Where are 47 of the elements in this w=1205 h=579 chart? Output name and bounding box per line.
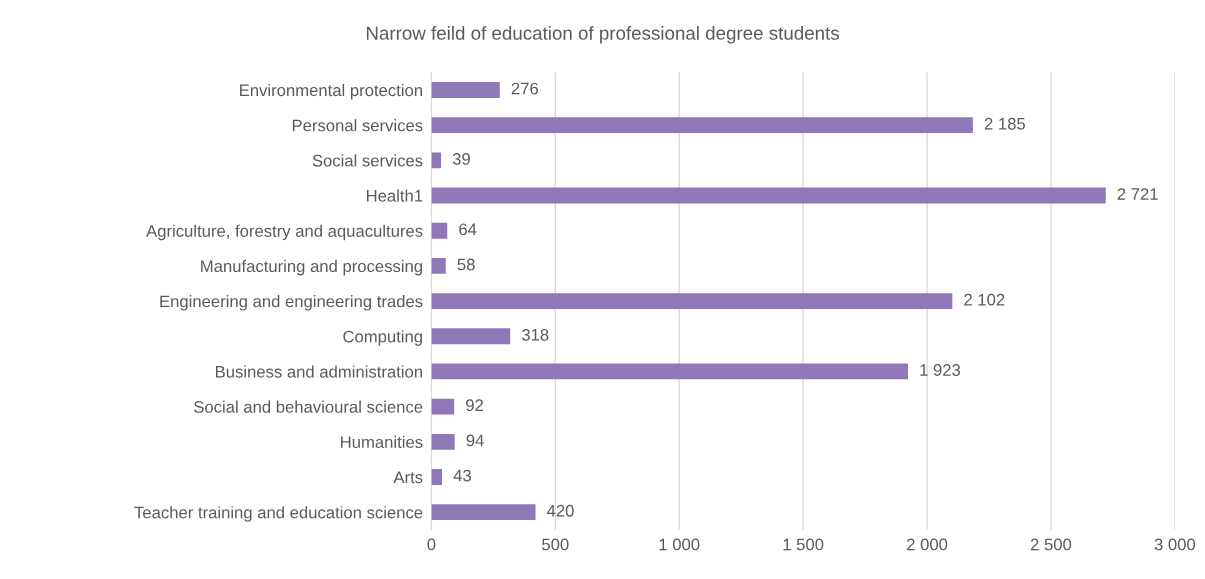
data-label: 2 185 — [984, 117, 1026, 130]
y-tick-label: Personal services — [292, 119, 423, 132]
bar — [431, 293, 953, 309]
y-tick-label: Environmental protection — [240, 83, 422, 100]
data-label: 94 — [466, 434, 484, 447]
bar — [431, 363, 908, 380]
x-tick-label: 1 500 — [783, 538, 824, 551]
data-label: 64 — [459, 223, 477, 236]
y-tick-label: Engineering and engineering trades — [160, 295, 423, 311]
y-tick-label: Health1 — [366, 189, 423, 202]
x-tick-label: 1 000 — [659, 538, 700, 551]
data-label: 276 — [511, 82, 538, 95]
bar — [431, 504, 536, 521]
bar — [431, 152, 442, 169]
bar — [431, 328, 511, 345]
y-tick-label: Teacher training and education science — [134, 506, 423, 522]
bar — [431, 433, 455, 450]
x-tick-label: 3 000 — [1154, 538, 1196, 551]
data-label: 318 — [521, 328, 549, 341]
bar — [431, 187, 1106, 204]
x-tick-label: 2 500 — [1030, 538, 1072, 551]
data-label: 420 — [546, 504, 574, 517]
y-tick-label: Computing — [343, 330, 422, 346]
y-tick-label: Arts — [393, 471, 423, 484]
x-tick-label: 0 — [427, 538, 436, 551]
y-tick-label: Social and behavioural science — [194, 400, 423, 413]
bar — [431, 222, 448, 239]
chart-title: Narrow feild of education of professional degree students — [366, 26, 839, 44]
x-tick-label: 2 000 — [907, 538, 948, 551]
bar — [431, 398, 455, 415]
bar — [431, 117, 973, 134]
data-label: 58 — [457, 258, 475, 271]
data-label: 2 102 — [964, 293, 1005, 306]
bar — [431, 257, 446, 274]
x-tick-label: 500 — [542, 538, 569, 551]
data-label: 43 — [453, 469, 471, 482]
data-label: 2 721 — [1117, 188, 1158, 200]
data-label: 39 — [452, 153, 470, 165]
data-label: 92 — [466, 399, 483, 412]
y-tick-label: Business and administration — [215, 365, 422, 378]
bar — [431, 469, 443, 485]
y-tick-label: Social services — [312, 154, 423, 167]
y-tick-label: Humanities — [341, 435, 423, 449]
bar — [431, 82, 500, 98]
data-label: 1 923 — [920, 364, 961, 376]
y-tick-label: Manufacturing and processing — [201, 259, 422, 276]
y-tick-label: Agriculture, forestry and aquacultures — [146, 224, 423, 241]
